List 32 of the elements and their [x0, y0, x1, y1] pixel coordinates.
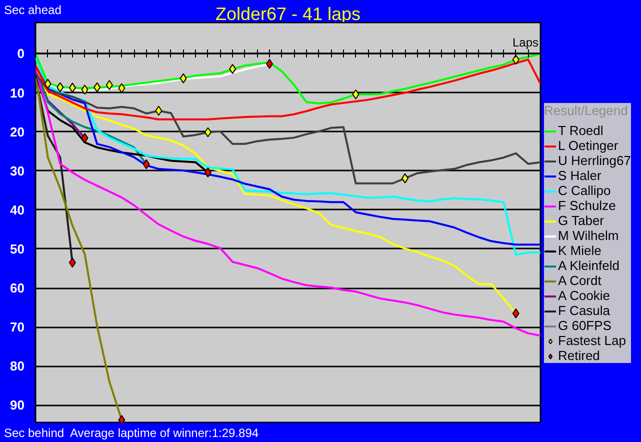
legend-label: A Cordt: [558, 273, 602, 288]
y-tick-label: 80: [10, 358, 25, 374]
legend-label: U Herrling67: [558, 153, 631, 168]
legend-label: Retired: [558, 348, 600, 363]
legend-label: S Haler: [558, 168, 602, 183]
legend-label: G Taber: [558, 213, 604, 228]
legend-label: F Casula: [558, 303, 610, 318]
x-axis-title: Laps: [512, 36, 539, 50]
legend-label: K Miele: [558, 243, 602, 258]
y-tick-label: 40: [10, 202, 25, 218]
y-tick-label: 10: [10, 85, 25, 100]
legend-label: L Oetinger: [558, 138, 618, 153]
legend-label: Fastest Lap: [558, 333, 626, 348]
legend-label: C Callipo: [558, 183, 611, 198]
legend-title: Result/Legend: [544, 103, 629, 118]
y-tick-label: 60: [10, 280, 25, 296]
y-tick-label: 70: [10, 320, 25, 335]
legend-label: M Wilhelm: [558, 228, 619, 243]
text: Sec ahead: [4, 2, 62, 19]
y-tick-label: 30: [10, 163, 25, 178]
text: Average laptime of winner:1:29.894: [70, 425, 259, 442]
text: Sec behind: [4, 425, 64, 442]
legend-label: F Schulze: [558, 198, 616, 213]
legend-label: T Roedl: [558, 123, 604, 138]
y-tick-label: 0: [17, 46, 25, 62]
chart-title: Zolder67 - 41 laps: [215, 3, 361, 26]
y-tick-label: 90: [10, 398, 25, 413]
y-tick-label: 20: [10, 124, 25, 140]
legend-label: A Cookie: [558, 288, 610, 303]
legend-label: G 60FPS: [558, 318, 612, 333]
y-tick-label: 50: [10, 241, 25, 256]
legend-label: A Kleinfeld: [558, 258, 620, 273]
